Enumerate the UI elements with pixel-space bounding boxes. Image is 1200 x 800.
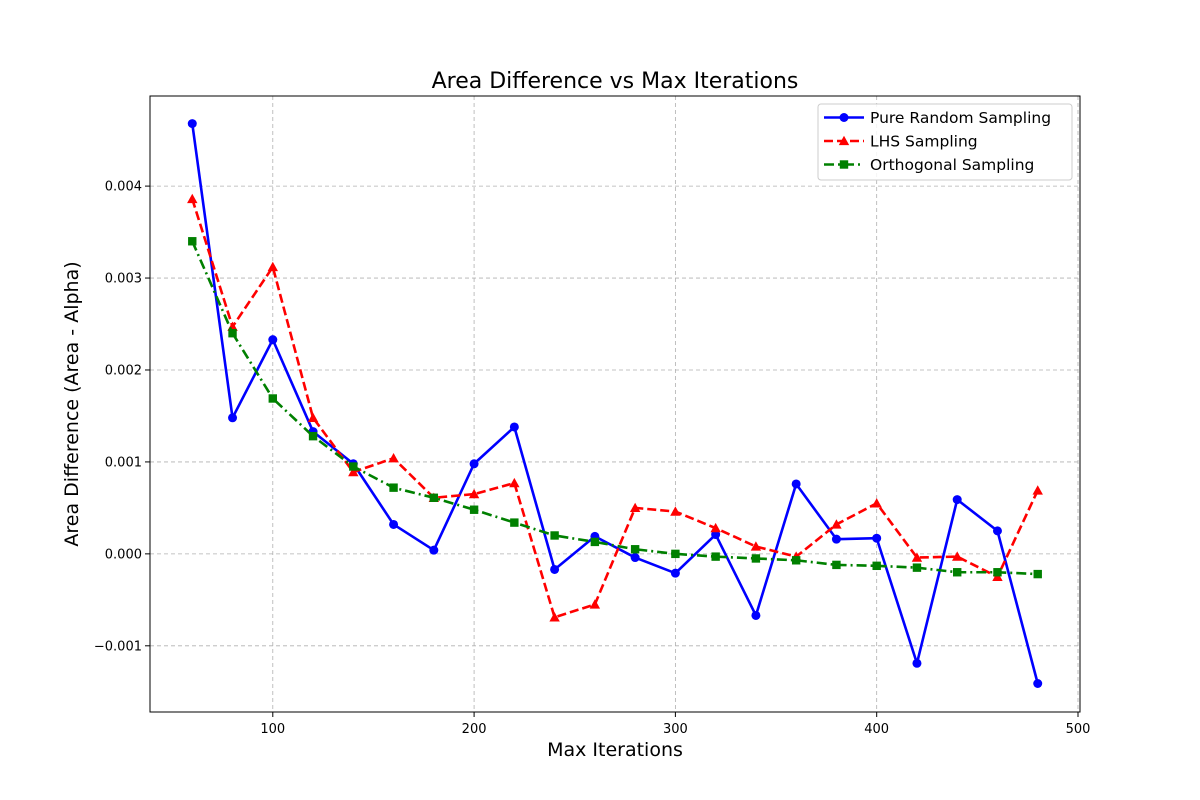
series-group xyxy=(187,119,1043,688)
plot-area-frame xyxy=(149,95,1081,713)
y-tick-label: 0.000 xyxy=(105,547,142,562)
data-point xyxy=(469,505,479,514)
data-point xyxy=(389,519,399,529)
data-point xyxy=(349,462,358,471)
data-point xyxy=(670,506,681,516)
data-point xyxy=(953,568,962,577)
data-point xyxy=(1032,485,1043,495)
axes: 100 200 300 400 500 −0.001 0.000 0.001 0.002 0.00… xyxy=(94,180,1091,737)
data-point xyxy=(468,488,480,499)
x-tick-label: 100 xyxy=(260,722,285,737)
data-point xyxy=(268,394,277,403)
chart-title: Area Difference vs Max Iterations xyxy=(432,69,799,94)
data-point xyxy=(308,431,318,441)
data-point xyxy=(670,568,680,578)
data-point xyxy=(791,556,801,565)
legend-marker xyxy=(839,113,849,122)
data-point xyxy=(751,610,761,620)
series-line xyxy=(190,123,1039,684)
data-point xyxy=(589,599,601,609)
data-point xyxy=(952,495,962,505)
data-point xyxy=(509,477,520,488)
data-point xyxy=(550,531,559,540)
legend-label: Orthogonal Sampling xyxy=(870,156,1034,174)
data-point xyxy=(671,549,680,559)
data-point xyxy=(228,413,238,423)
y-tick-label: 0.004 xyxy=(105,180,142,195)
data-point xyxy=(268,335,278,345)
data-point xyxy=(469,459,479,469)
x-tick-label: 500 xyxy=(1066,722,1091,737)
data-point xyxy=(307,412,319,422)
y-tick-label: 0.002 xyxy=(105,363,142,378)
legend-marker xyxy=(838,135,850,146)
data-point xyxy=(550,564,560,574)
data-point xyxy=(510,518,519,527)
x-tick-label: 200 xyxy=(462,722,487,737)
legend-label: LHS Sampling xyxy=(870,133,978,151)
y-tick-label: 0.003 xyxy=(105,272,142,287)
data-point xyxy=(711,530,721,540)
y-tick-label: −0.001 xyxy=(94,639,142,654)
data-point xyxy=(388,453,399,463)
data-point xyxy=(187,119,197,129)
data-point xyxy=(831,519,842,529)
data-point xyxy=(630,545,640,554)
data-point xyxy=(912,658,922,668)
data-point xyxy=(952,551,963,561)
series-pure-random-sampling xyxy=(187,119,1043,688)
data-point xyxy=(711,552,720,561)
data-point xyxy=(267,261,278,272)
data-point xyxy=(629,502,641,513)
legend-item: LHS Sampling xyxy=(824,133,978,151)
grid xyxy=(150,96,1080,712)
data-point xyxy=(228,329,237,338)
legend-item: Pure Random Sampling xyxy=(824,109,1051,127)
data-point xyxy=(429,493,439,502)
data-point xyxy=(992,526,1002,536)
data-point xyxy=(1033,678,1043,688)
data-point xyxy=(751,554,761,563)
y-axis-label: Area Difference (Area - Alpha) xyxy=(61,261,83,546)
data-point xyxy=(187,193,198,204)
x-tick-label: 400 xyxy=(864,722,889,737)
data-point xyxy=(832,560,841,570)
legend-marker xyxy=(839,160,849,169)
x-axis-label: Max Iterations xyxy=(547,739,683,761)
data-point xyxy=(1033,569,1042,579)
data-point xyxy=(549,612,560,622)
data-point xyxy=(911,552,923,562)
data-point xyxy=(871,498,882,508)
legend-label: Pure Random Sampling xyxy=(870,109,1051,127)
data-point xyxy=(912,563,922,572)
data-point xyxy=(791,479,801,489)
data-point xyxy=(509,422,519,432)
series-line xyxy=(191,240,1038,576)
data-point xyxy=(348,466,359,477)
series-line xyxy=(191,198,1039,619)
data-point xyxy=(872,561,881,571)
y-tick-label: 0.001 xyxy=(105,455,142,470)
data-point xyxy=(872,533,882,543)
data-point xyxy=(710,522,721,533)
data-point xyxy=(389,483,398,492)
data-point xyxy=(188,237,197,246)
data-point xyxy=(993,568,1002,577)
series-orthogonal-sampling xyxy=(188,237,1042,579)
data-point xyxy=(590,537,600,547)
legend: Pure Random Sampling LHS Sampling Orthogon… xyxy=(817,103,1073,181)
legend-item: Orthogonal Sampling xyxy=(824,156,1034,174)
data-point xyxy=(429,545,439,555)
x-tick-label: 300 xyxy=(663,722,688,737)
data-point xyxy=(750,541,762,551)
legend-box xyxy=(817,103,1073,181)
data-point xyxy=(630,553,640,563)
data-point xyxy=(831,534,841,544)
